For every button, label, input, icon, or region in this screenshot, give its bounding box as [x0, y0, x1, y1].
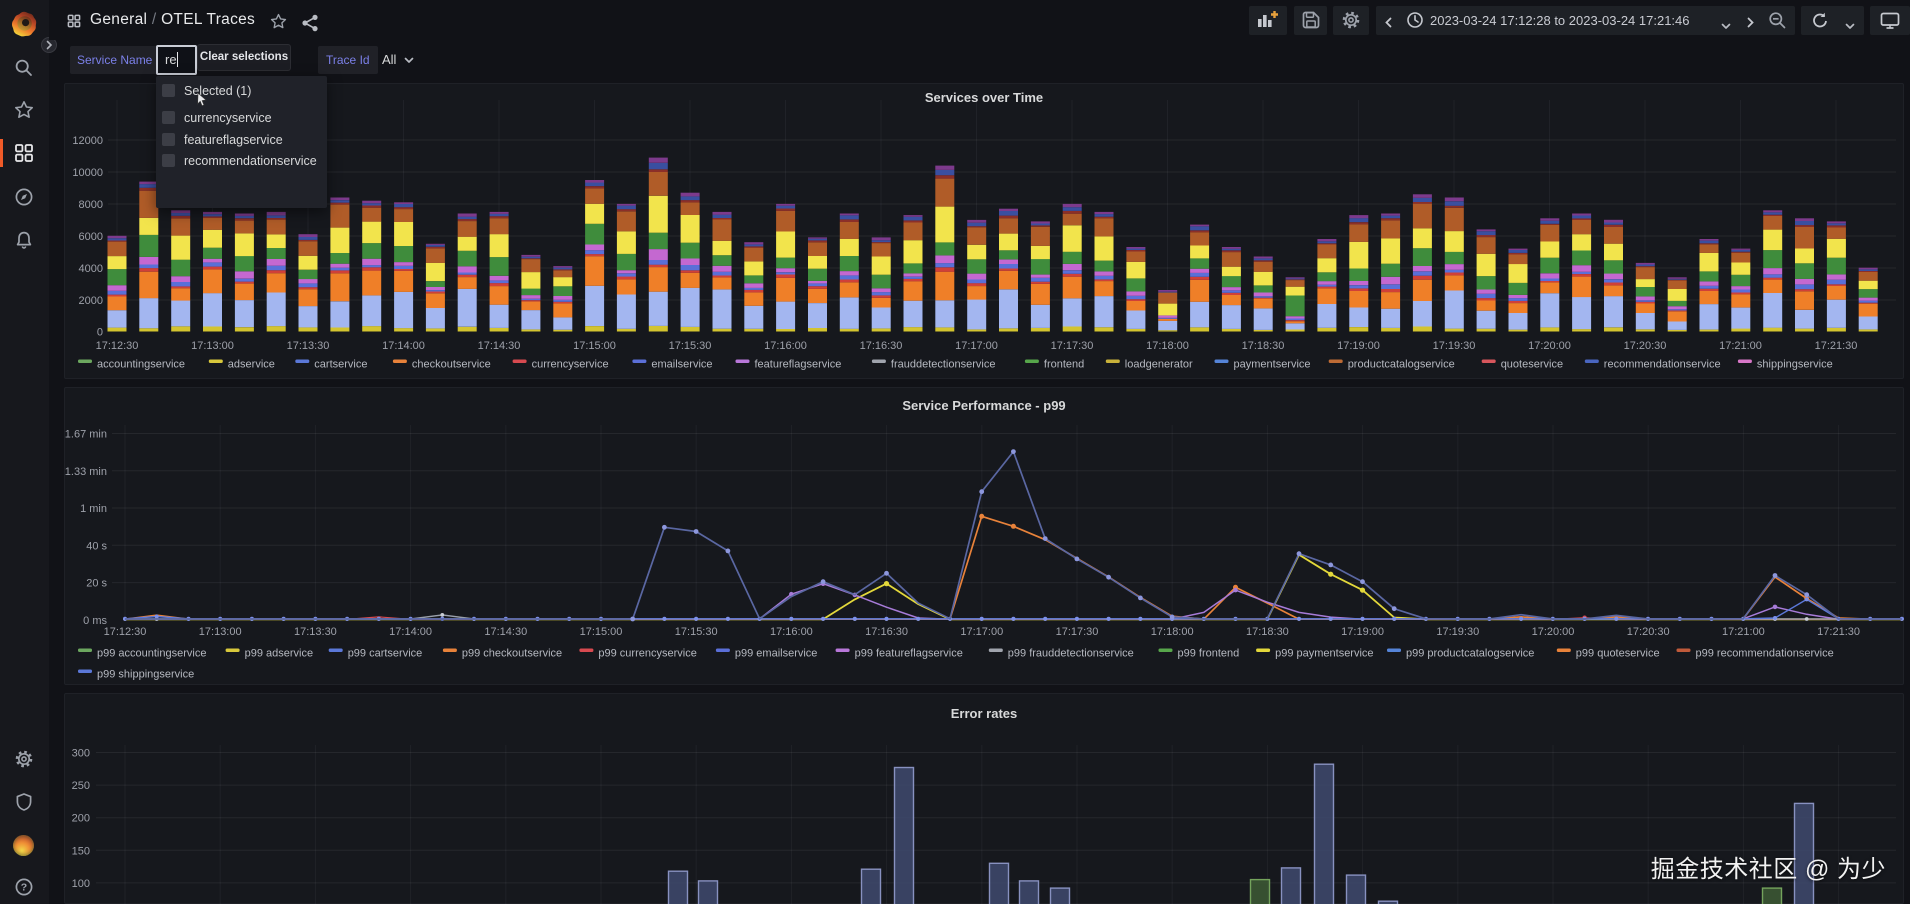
svg-text:shippingservice: shippingservice — [1757, 359, 1833, 371]
svg-text:17:20:00: 17:20:00 — [1528, 340, 1571, 352]
svg-text:20 s: 20 s — [86, 578, 107, 590]
svg-text:p99 featureflagservice: p99 featureflagservice — [855, 648, 963, 660]
svg-text:250: 250 — [72, 780, 90, 792]
svg-text:currencyservice: currencyservice — [532, 359, 609, 371]
svg-text:emailservice: emailservice — [651, 359, 712, 371]
svg-text:cartservice: cartservice — [314, 359, 367, 371]
svg-text:17:18:00: 17:18:00 — [1146, 340, 1189, 352]
svg-text:17:15:30: 17:15:30 — [669, 340, 712, 352]
svg-text:productcatalogservice: productcatalogservice — [1348, 359, 1455, 371]
svg-text:0: 0 — [97, 327, 103, 339]
svg-text:17:14:30: 17:14:30 — [484, 626, 527, 638]
svg-text:150: 150 — [72, 845, 90, 857]
svg-text:p99 productcatalogservice: p99 productcatalogservice — [1406, 648, 1534, 660]
svg-text:17:20:30: 17:20:30 — [1627, 626, 1670, 638]
svg-text:frauddetectionservice: frauddetectionservice — [891, 359, 996, 371]
svg-text:p99 emailservice: p99 emailservice — [735, 648, 818, 660]
svg-text:17:14:30: 17:14:30 — [478, 340, 521, 352]
svg-text:17:16:00: 17:16:00 — [770, 626, 813, 638]
svg-text:2000: 2000 — [79, 295, 103, 307]
svg-text:10000: 10000 — [72, 167, 103, 179]
svg-text:adservice: adservice — [228, 359, 275, 371]
svg-text:1.67 min: 1.67 min — [65, 429, 107, 441]
svg-text:40 s: 40 s — [86, 540, 107, 552]
svg-text:17:19:00: 17:19:00 — [1337, 340, 1380, 352]
svg-text:12000: 12000 — [72, 135, 103, 147]
svg-text:p99 frontend: p99 frontend — [1178, 648, 1240, 660]
svg-text:accountingservice: accountingservice — [97, 359, 185, 371]
svg-text:17:21:00: 17:21:00 — [1719, 340, 1762, 352]
svg-text:p99 quoteservice: p99 quoteservice — [1576, 648, 1660, 660]
svg-text:17:21:00: 17:21:00 — [1722, 626, 1765, 638]
svg-text:17:16:00: 17:16:00 — [764, 340, 807, 352]
svg-text:17:20:30: 17:20:30 — [1624, 340, 1667, 352]
svg-text:17:17:00: 17:17:00 — [955, 340, 998, 352]
svg-text:300: 300 — [72, 748, 90, 760]
svg-text:p99 accountingservice: p99 accountingservice — [97, 648, 206, 660]
svg-text:p99 adservice: p99 adservice — [245, 648, 314, 660]
svg-text:17:17:30: 17:17:30 — [1056, 626, 1099, 638]
svg-text:17:18:30: 17:18:30 — [1242, 340, 1285, 352]
svg-text:p99 currencyservice: p99 currencyservice — [598, 648, 696, 660]
svg-text:1.33 min: 1.33 min — [65, 466, 107, 478]
svg-text:17:19:30: 17:19:30 — [1436, 626, 1479, 638]
svg-text:17:14:00: 17:14:00 — [382, 340, 425, 352]
svg-text:17:17:30: 17:17:30 — [1051, 340, 1094, 352]
svg-text:17:19:30: 17:19:30 — [1433, 340, 1476, 352]
svg-text:200: 200 — [72, 813, 90, 825]
svg-text:p99 paymentservice: p99 paymentservice — [1275, 648, 1373, 660]
svg-text:17:15:00: 17:15:00 — [573, 340, 616, 352]
svg-text:17:15:00: 17:15:00 — [580, 626, 623, 638]
svg-text:17:13:30: 17:13:30 — [294, 626, 337, 638]
svg-text:17:12:30: 17:12:30 — [96, 340, 139, 352]
svg-text:6000: 6000 — [79, 231, 103, 243]
svg-text:17:13:00: 17:13:00 — [199, 626, 242, 638]
svg-text:17:17:00: 17:17:00 — [960, 626, 1003, 638]
svg-text:17:18:00: 17:18:00 — [1151, 626, 1194, 638]
svg-text:8000: 8000 — [79, 199, 103, 211]
svg-text:17:12:30: 17:12:30 — [104, 626, 147, 638]
svg-text:checkoutservice: checkoutservice — [412, 359, 491, 371]
svg-text:0 ms: 0 ms — [83, 615, 107, 627]
svg-text:featureflagservice: featureflagservice — [755, 359, 842, 371]
svg-text:17:16:30: 17:16:30 — [860, 340, 903, 352]
svg-text:17:14:00: 17:14:00 — [389, 626, 432, 638]
svg-text:p99 recommendationservice: p99 recommendationservice — [1696, 648, 1834, 660]
svg-text:paymentservice: paymentservice — [1234, 359, 1311, 371]
svg-text:p99 cartservice: p99 cartservice — [348, 648, 423, 660]
svg-text:17:20:00: 17:20:00 — [1532, 626, 1575, 638]
svg-text:?: ? — [21, 882, 27, 894]
svg-text:17:13:30: 17:13:30 — [287, 340, 330, 352]
svg-text:17:19:00: 17:19:00 — [1341, 626, 1384, 638]
svg-text:p99 checkoutservice: p99 checkoutservice — [462, 648, 562, 660]
svg-text:17:18:30: 17:18:30 — [1246, 626, 1289, 638]
svg-text:quoteservice: quoteservice — [1501, 359, 1563, 371]
svg-text:p99 frauddetectionservice: p99 frauddetectionservice — [1008, 648, 1134, 660]
svg-text:recommendationservice: recommendationservice — [1604, 359, 1721, 371]
svg-text:17:13:00: 17:13:00 — [191, 340, 234, 352]
svg-text:p99 shippingservice: p99 shippingservice — [97, 669, 194, 681]
svg-text:17:15:30: 17:15:30 — [675, 626, 718, 638]
svg-text:frontend: frontend — [1044, 359, 1084, 371]
svg-text:4000: 4000 — [79, 263, 103, 275]
svg-text:100: 100 — [72, 878, 90, 890]
svg-text:loadgenerator: loadgenerator — [1125, 359, 1193, 371]
svg-text:17:21:30: 17:21:30 — [1817, 626, 1860, 638]
svg-text:17:16:30: 17:16:30 — [865, 626, 908, 638]
svg-text:1 min: 1 min — [80, 503, 107, 515]
svg-text:17:21:30: 17:21:30 — [1815, 340, 1858, 352]
